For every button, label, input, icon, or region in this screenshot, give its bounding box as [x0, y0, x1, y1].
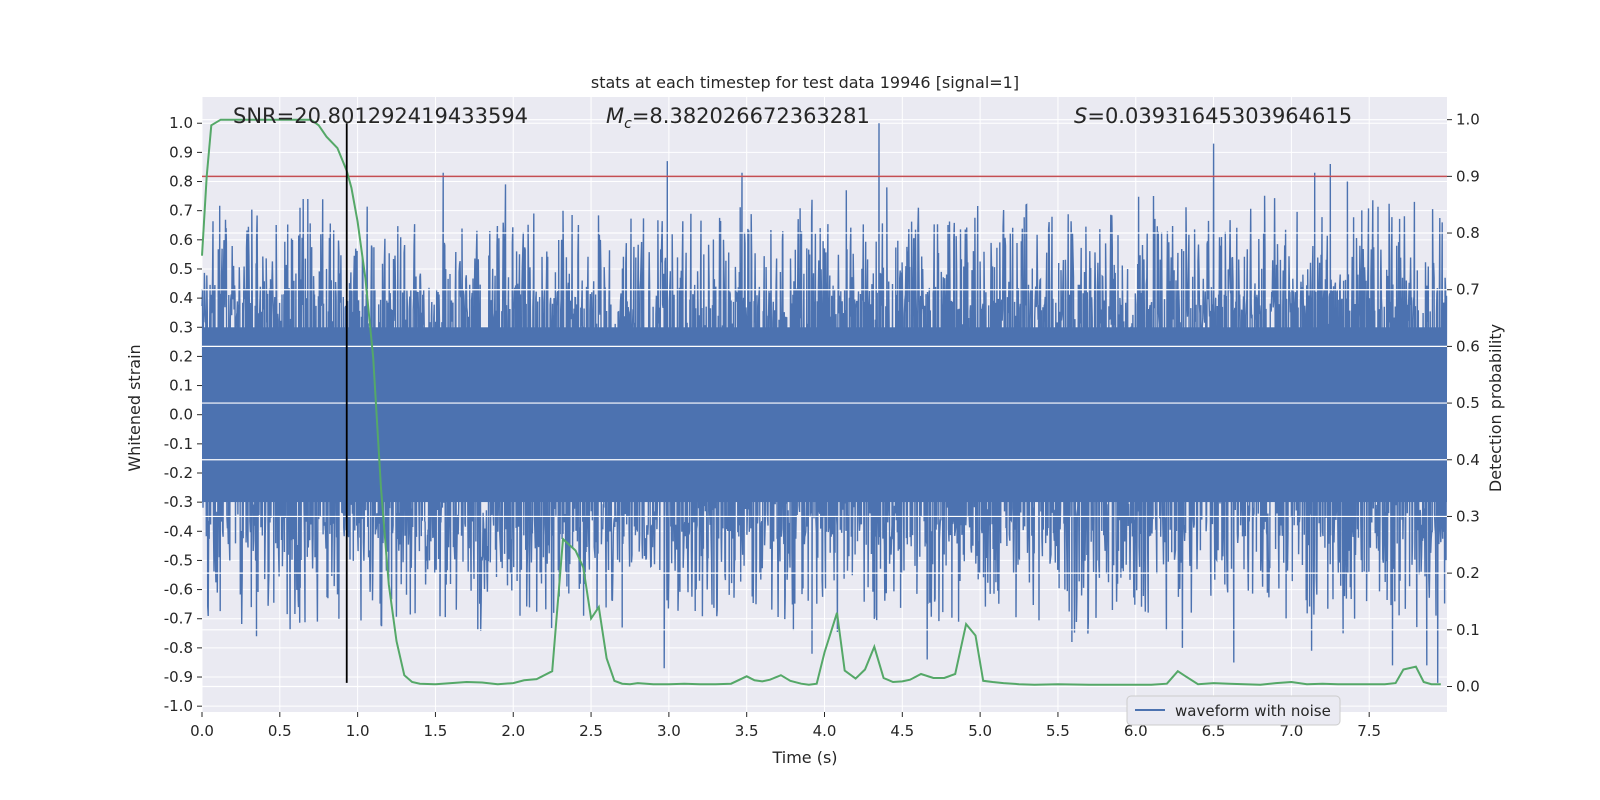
y-tick-label-right: 0.1	[1456, 621, 1480, 639]
y-tick-label-left: -0.5	[164, 551, 193, 569]
y-tick-label-right: 0.7	[1456, 281, 1480, 299]
s-value: =0.03931645303964615	[1087, 104, 1352, 128]
y-tick-label-left: 0.3	[169, 318, 193, 336]
y-tick-label-right: 0.8	[1456, 224, 1480, 242]
s-annotation: S=0.03931645303964615	[1074, 104, 1352, 128]
y-tick-label-left: -0.2	[164, 464, 193, 482]
y-tick-label-right: 0.5	[1456, 394, 1480, 412]
x-tick-label: 7.5	[1357, 722, 1381, 740]
y-tick-label-right: 0.3	[1456, 507, 1480, 525]
x-tick-label: 5.5	[1046, 722, 1070, 740]
x-tick-label: 3.0	[657, 722, 681, 740]
y-tick-label-right: 0.6	[1456, 337, 1480, 355]
y-tick-label-right: 0.9	[1456, 167, 1480, 185]
y-tick-label-left: -1.0	[164, 697, 193, 715]
x-tick-label: 5.0	[968, 722, 992, 740]
legend-label: waveform with noise	[1175, 702, 1331, 720]
x-tick-label: 1.0	[346, 722, 370, 740]
y-tick-label-right: 0.4	[1456, 451, 1480, 469]
y-axis-label-left: Whitened strain	[125, 344, 144, 471]
y-tick-label-left: -0.1	[164, 435, 193, 453]
chirp-mass-symbol: M	[606, 104, 624, 128]
y-tick-label-right: 0.2	[1456, 564, 1480, 582]
snr-annotation: SNR=20.801292419433594	[233, 104, 528, 128]
x-tick-label: 0.5	[268, 722, 292, 740]
chirp-mass-annotation: Mc=8.382026672363281	[606, 104, 870, 132]
x-tick-label: 6.5	[1202, 722, 1226, 740]
s-symbol: S	[1074, 104, 1087, 128]
y-tick-label-left: -0.8	[164, 639, 193, 657]
tick-layer: -1.0 -0.9 -0.8 -0.7 -0.6 -0.5 -0.4 -0.3 -0.2 -0.1…	[164, 111, 1480, 740]
x-tick-label: 6.0	[1124, 722, 1148, 740]
y-axis-label-right: Detection probability	[1486, 324, 1505, 492]
x-tick-label: 4.0	[813, 722, 837, 740]
waveform-core-band	[202, 327, 1447, 503]
y-tick-label-left: -0.3	[164, 493, 193, 511]
y-tick-label-left: 0.1	[169, 377, 193, 395]
probability-layer	[201, 118, 1447, 688]
y-tick-label-left: 0.5	[169, 260, 193, 278]
y-tick-label-left: -0.4	[164, 522, 193, 540]
probability-series	[201, 118, 1441, 686]
x-tick-label: 4.5	[890, 722, 914, 740]
x-tick-label: 7.0	[1279, 722, 1303, 740]
y-tick-label-left: 0.7	[169, 202, 193, 220]
y-tick-label-left: 0.8	[169, 173, 193, 191]
y-tick-label-left: 0.0	[169, 406, 193, 424]
y-tick-label-left: 0.2	[169, 347, 193, 365]
y-tick-label-left: -0.9	[164, 668, 193, 686]
y-tick-label-left: 0.4	[169, 289, 193, 307]
x-tick-label: 2.0	[501, 722, 525, 740]
x-tick-label: 2.5	[579, 722, 603, 740]
y-tick-label-left: -0.6	[164, 581, 193, 599]
chirp-mass-value: =8.382026672363281	[632, 104, 870, 128]
x-tick-label: 3.5	[735, 722, 759, 740]
x-tick-label: 1.5	[424, 722, 448, 740]
y-tick-label-right: 0.0	[1456, 677, 1480, 695]
x-axis-label: Time (s)	[771, 748, 837, 767]
legend-box	[1126, 695, 1341, 726]
chart-title: stats at each timestep for test data 199…	[591, 73, 1019, 92]
y-tick-label-left: 0.6	[169, 231, 193, 249]
legend: waveform with noise	[1126, 695, 1341, 726]
y-tick-label-left: 0.9	[169, 143, 193, 161]
chirp-mass-subscript: c	[624, 116, 632, 132]
signal-layer	[201, 123, 1448, 683]
y-tick-label-left: -0.7	[164, 610, 193, 628]
x-tick-label: 0.0	[190, 722, 214, 740]
y-tick-label-right: 1.0	[1456, 111, 1480, 129]
y-tick-label-left: 1.0	[169, 114, 193, 132]
